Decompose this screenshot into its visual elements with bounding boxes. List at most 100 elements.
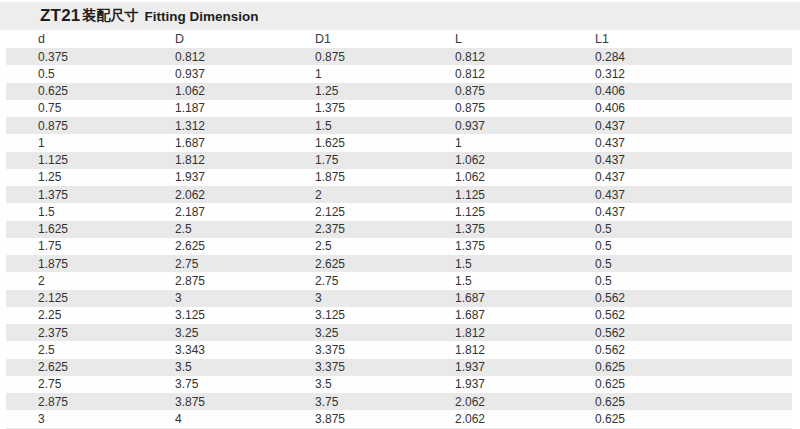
table-cell: 0.875 bbox=[6, 119, 175, 133]
table-cell: 0.625 bbox=[6, 84, 175, 98]
table-row: 1.1251.8121.751.0620.437 bbox=[6, 152, 792, 169]
table-cell: 2.875 bbox=[6, 395, 175, 409]
table-cell: 1.5 bbox=[455, 257, 595, 271]
table-cell: 1.687 bbox=[175, 136, 315, 150]
table-cell: 0.875 bbox=[455, 101, 595, 115]
table-cell: 1.5 bbox=[315, 119, 455, 133]
table-cell: 2 bbox=[315, 188, 455, 202]
table-cell: 0.875 bbox=[315, 50, 455, 64]
table-cell: 1.062 bbox=[455, 170, 595, 184]
table-row: 0.6251.0621.250.8750.406 bbox=[6, 83, 792, 100]
table-cell: 3.343 bbox=[175, 343, 315, 357]
header-row: dDD1LL1 bbox=[6, 30, 792, 48]
table-cell: 0.5 bbox=[595, 239, 792, 253]
table-cell: 3.5 bbox=[175, 360, 315, 374]
table-cell: 2.75 bbox=[6, 377, 175, 391]
table-cell: 1 bbox=[6, 136, 175, 150]
table-cell: 2.5 bbox=[315, 239, 455, 253]
table-row: 2.8753.8753.752.0620.625 bbox=[6, 393, 792, 410]
table-cell: 0.437 bbox=[595, 188, 792, 202]
table-cell: 1.812 bbox=[175, 153, 315, 167]
table-cell: 1.062 bbox=[175, 84, 315, 98]
table-row: 11.6871.62510.437 bbox=[6, 134, 792, 151]
table-cell: 2.375 bbox=[315, 222, 455, 236]
table-cell: 0.625 bbox=[595, 395, 792, 409]
table-row: 1.6252.52.3751.3750.5 bbox=[6, 221, 792, 238]
table-title-bar: ZT21 装配尺寸 Fitting Dimension bbox=[0, 2, 800, 30]
table-cell: 3 bbox=[175, 291, 315, 305]
table-cell: 0.312 bbox=[595, 67, 792, 81]
table-row: 0.751.1871.3750.8750.406 bbox=[6, 100, 792, 117]
column-header: L bbox=[455, 32, 595, 46]
table-cell: 2.75 bbox=[315, 274, 455, 288]
table-row: 343.8752.0620.625 bbox=[6, 410, 792, 427]
table-cell: 1 bbox=[455, 136, 595, 150]
table-cell: 0.875 bbox=[455, 84, 595, 98]
table-cell: 0.562 bbox=[595, 291, 792, 305]
table-cell: 1.187 bbox=[175, 101, 315, 115]
table-cell: 3.75 bbox=[175, 377, 315, 391]
table-cell: 2.375 bbox=[6, 326, 175, 340]
table-row: 1.8752.752.6251.50.5 bbox=[6, 255, 792, 272]
table-cell: 0.406 bbox=[595, 84, 792, 98]
table-cell: 1.125 bbox=[6, 153, 175, 167]
table-row: 2.753.753.51.9370.625 bbox=[6, 376, 792, 393]
table-cell: 3.125 bbox=[175, 308, 315, 322]
table-cell: 1.5 bbox=[6, 205, 175, 219]
table-cell: 1.875 bbox=[6, 257, 175, 271]
table-cell: 0.284 bbox=[595, 50, 792, 64]
table-row: 1.3752.06221.1250.437 bbox=[6, 186, 792, 203]
table-cell: 1.375 bbox=[455, 222, 595, 236]
column-header: L1 bbox=[595, 32, 792, 46]
table-cell: 2.25 bbox=[6, 308, 175, 322]
table-cell: 1.812 bbox=[455, 343, 595, 357]
table-row: 0.3750.8120.8750.8120.284 bbox=[6, 48, 792, 65]
table-cell: 0.562 bbox=[595, 308, 792, 322]
table-row: 0.8751.3121.50.9370.437 bbox=[6, 117, 792, 134]
table-cell: 1.375 bbox=[315, 101, 455, 115]
table-cell: 1.937 bbox=[455, 360, 595, 374]
table-row: 1.251.9371.8751.0620.437 bbox=[6, 169, 792, 186]
table-cell: 3.5 bbox=[315, 377, 455, 391]
fitting-dimension-page: ZT21 装配尺寸 Fitting Dimension dDD1LL1 0.37… bbox=[0, 0, 800, 429]
table-cell: 2.062 bbox=[455, 395, 595, 409]
table-cell: 0.625 bbox=[595, 412, 792, 426]
table-cell: 3.875 bbox=[315, 412, 455, 426]
table-cell: 1.75 bbox=[6, 239, 175, 253]
table-cell: 1.625 bbox=[6, 222, 175, 236]
table-cell: 0.437 bbox=[595, 153, 792, 167]
table-cell: 2.187 bbox=[175, 205, 315, 219]
table-cell: 1.25 bbox=[6, 170, 175, 184]
table-cell: 0.406 bbox=[595, 101, 792, 115]
table-cell: 2.75 bbox=[175, 257, 315, 271]
table-cell: 1.875 bbox=[315, 170, 455, 184]
table-cell: 1.375 bbox=[6, 188, 175, 202]
table-cell: 2.062 bbox=[175, 188, 315, 202]
table-cell: 1.125 bbox=[455, 188, 595, 202]
table-row: 0.50.93710.8120.312 bbox=[6, 65, 792, 82]
table-cell: 1.5 bbox=[455, 274, 595, 288]
table-cell: 2.625 bbox=[175, 239, 315, 253]
table-cell: 4 bbox=[175, 412, 315, 426]
table-cell: 0.812 bbox=[455, 50, 595, 64]
table-cell: 0.5 bbox=[6, 67, 175, 81]
table-row: 1.752.6252.51.3750.5 bbox=[6, 238, 792, 255]
table-cell: 3.125 bbox=[315, 308, 455, 322]
table-cell: 0.562 bbox=[595, 326, 792, 340]
table-body: 0.3750.8120.8750.8120.2840.50.93710.8120… bbox=[6, 48, 792, 429]
table-cell: 1.375 bbox=[455, 239, 595, 253]
table-cell: 2.875 bbox=[175, 274, 315, 288]
table-cell: 0.5 bbox=[595, 274, 792, 288]
column-header: D bbox=[175, 32, 315, 46]
table-cell: 1.312 bbox=[175, 119, 315, 133]
table-cell: 3.75 bbox=[315, 395, 455, 409]
page-title-english: Fitting Dimension bbox=[144, 9, 258, 24]
table-cell: 0.437 bbox=[595, 119, 792, 133]
table-cell: 3.875 bbox=[175, 395, 315, 409]
page-title-model: ZT21 bbox=[40, 6, 80, 26]
table-cell: 1.687 bbox=[455, 291, 595, 305]
table-cell: 3.25 bbox=[175, 326, 315, 340]
column-header: D1 bbox=[315, 32, 455, 46]
table-cell: 0.437 bbox=[595, 205, 792, 219]
table-row: 2.6253.53.3751.9370.625 bbox=[6, 359, 792, 376]
